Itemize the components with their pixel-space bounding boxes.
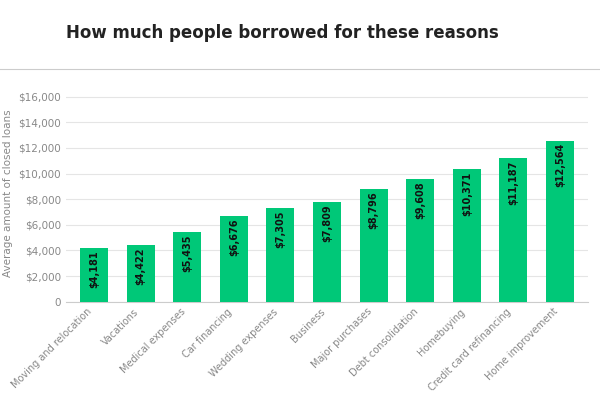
Text: $9,608: $9,608 — [415, 181, 425, 219]
Bar — [313, 202, 341, 302]
Y-axis label: Average amount of closed loans: Average amount of closed loans — [3, 109, 13, 277]
Text: $7,305: $7,305 — [275, 211, 286, 248]
Text: $12,564: $12,564 — [555, 143, 565, 187]
Bar — [453, 169, 481, 302]
Bar — [173, 232, 201, 302]
Text: $4,181: $4,181 — [89, 251, 99, 288]
Text: How much people borrowed for these reasons: How much people borrowed for these reaso… — [66, 24, 499, 42]
Text: $10,371: $10,371 — [462, 171, 472, 215]
Bar — [80, 248, 108, 302]
Bar — [406, 178, 434, 302]
Text: $5,435: $5,435 — [182, 235, 192, 272]
Text: $11,187: $11,187 — [508, 161, 518, 205]
Bar — [546, 141, 574, 302]
Text: $8,796: $8,796 — [368, 191, 379, 229]
Bar — [220, 216, 248, 302]
Text: $7,809: $7,809 — [322, 204, 332, 242]
Text: $4,422: $4,422 — [136, 248, 146, 285]
Bar — [266, 208, 295, 302]
Text: $6,676: $6,676 — [229, 219, 239, 256]
Bar — [499, 158, 527, 302]
Bar — [359, 189, 388, 302]
Bar — [127, 245, 155, 302]
